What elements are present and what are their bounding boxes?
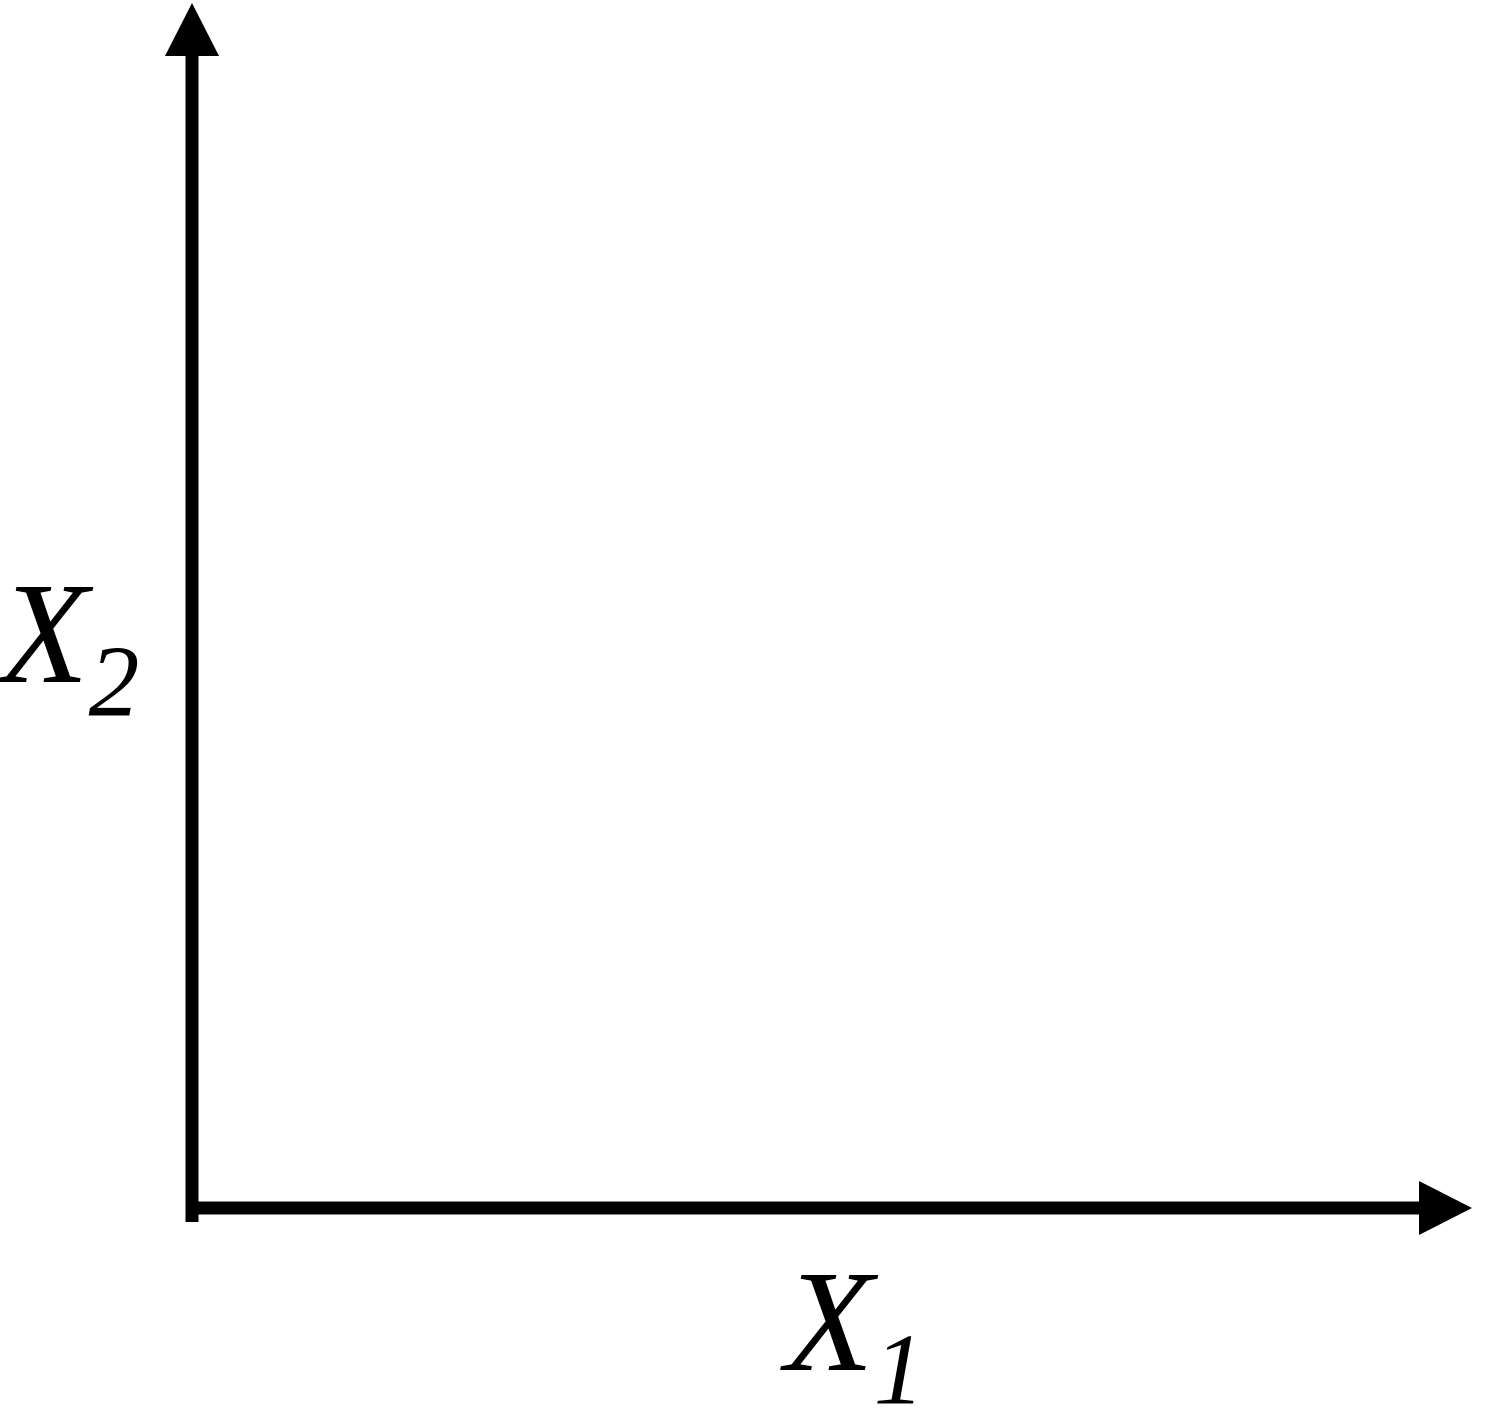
y-axis-label-base: X	[0, 554, 89, 714]
x-axis-label: X1	[785, 1250, 924, 1412]
y-axis-label: X2	[0, 562, 139, 733]
y-axis-label-subscript: 2	[88, 625, 140, 738]
x-axis-label-base: X	[785, 1242, 874, 1402]
y-axis-arrowhead-up-icon	[165, 3, 219, 56]
x-axis-arrowhead-right-icon	[1419, 1181, 1472, 1235]
x-axis-label-subscript: 1	[873, 1313, 925, 1412]
